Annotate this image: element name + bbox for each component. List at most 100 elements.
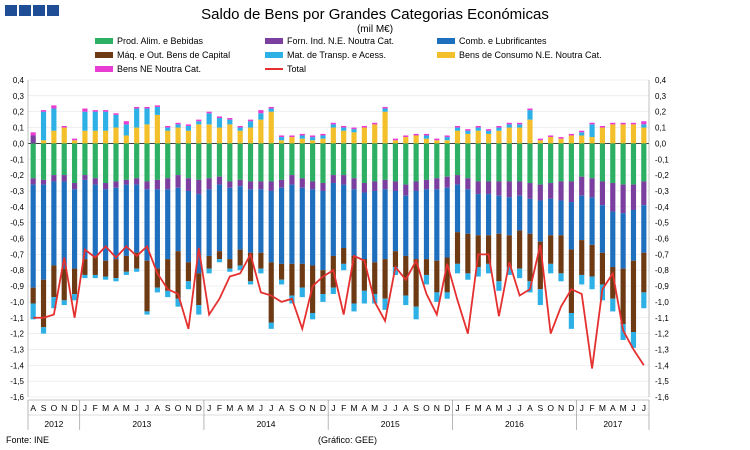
bar-segment <box>40 140 47 144</box>
y-tick-label-right: -0,6 <box>655 235 669 244</box>
bar-segment <box>568 181 574 203</box>
bar-segment <box>517 268 523 279</box>
x-tick-label: J <box>393 403 397 413</box>
bar-segment <box>185 130 192 144</box>
bar-segment <box>413 135 419 144</box>
bar-segment <box>517 143 523 182</box>
bar-segment <box>320 135 326 139</box>
bar-segment <box>144 260 150 312</box>
bar-segment <box>496 233 502 282</box>
bar-segment <box>361 127 367 144</box>
x-tick-label: A <box>486 403 492 413</box>
bar-segment <box>392 181 399 191</box>
bar-segment <box>196 119 202 122</box>
bar-segment <box>310 312 316 320</box>
bar-segment <box>310 189 316 266</box>
bar-segment <box>237 179 243 187</box>
bar-segment <box>434 138 440 141</box>
bar-segment <box>196 143 202 180</box>
x-tick-label: M <box>475 403 482 413</box>
x-tick-label: J <box>518 403 522 413</box>
bar-segment <box>330 183 336 256</box>
bar-segment <box>558 200 564 236</box>
bar-segment <box>320 143 326 184</box>
bar-segment <box>154 106 160 115</box>
bar-segment <box>206 255 212 269</box>
x-tick-label: N <box>61 403 67 413</box>
bar-segment <box>330 122 336 125</box>
bar-segment <box>144 181 150 190</box>
bar-segment <box>113 187 119 260</box>
bar-segment <box>475 125 481 128</box>
bar-segment <box>392 143 399 182</box>
bar-segment <box>216 251 223 260</box>
bar-segment <box>71 268 78 294</box>
bar-segment <box>351 127 357 130</box>
x-tick-label: N <box>434 403 440 413</box>
bar-segment <box>506 143 512 182</box>
bar-segment <box>351 129 357 133</box>
bar-segment <box>299 143 305 179</box>
y-tick-label: -1,3 <box>10 345 24 354</box>
bar-segment <box>268 106 274 109</box>
bar-segment <box>268 181 274 191</box>
bar-segment <box>351 143 357 179</box>
bar-segment <box>247 121 254 128</box>
bar-segment <box>40 110 47 112</box>
bar-segment <box>361 259 367 291</box>
credit-note: (Gráfico: GEE) <box>318 435 378 445</box>
bar-segment <box>589 124 595 138</box>
source-note: Fonte: INE <box>6 435 50 445</box>
bar-segment <box>506 235 512 268</box>
bar-segment <box>351 132 357 144</box>
bar-segment <box>475 130 481 144</box>
bar-segment <box>568 202 574 250</box>
bar-segment <box>330 175 336 184</box>
bar-segment <box>413 181 419 191</box>
bar-segment <box>154 105 160 107</box>
bar-segment <box>227 187 233 260</box>
bar-segment <box>278 179 285 188</box>
bar-segment <box>237 265 243 271</box>
bar-segment <box>579 130 585 133</box>
bar-segment <box>351 189 357 256</box>
bar-segment <box>454 125 461 128</box>
x-tick-label: N <box>185 403 191 413</box>
bar-segment <box>51 175 57 182</box>
bar-segment <box>196 273 202 306</box>
bar-segment <box>434 260 440 293</box>
x-tick-label: M <box>599 403 606 413</box>
x-tick-label: F <box>341 403 346 413</box>
bar-segment <box>496 143 502 182</box>
bar-segment <box>361 125 367 128</box>
bar-segment <box>372 262 378 294</box>
bar-segment <box>610 124 616 144</box>
bar-segment <box>423 133 430 136</box>
bar-segment <box>382 189 388 260</box>
bar-segment <box>630 260 637 333</box>
bar-segment <box>165 130 171 144</box>
y-tick-label: -1,5 <box>10 377 24 386</box>
bar-segment <box>196 194 202 274</box>
bar-segment <box>568 312 574 329</box>
bar-segment <box>268 262 274 323</box>
bar-segment <box>268 111 274 144</box>
bar-segment <box>341 125 347 128</box>
bar-segment <box>517 124 523 128</box>
bar-segment <box>268 190 274 263</box>
bar-segment <box>51 143 57 176</box>
bar-segment <box>382 298 388 310</box>
bar-segment <box>227 119 233 125</box>
bar-segment <box>227 118 233 120</box>
bar-segment <box>620 122 626 125</box>
logo-block-4 <box>47 5 59 16</box>
bar-segment <box>454 130 461 144</box>
bar-segment <box>40 111 47 141</box>
y-tick-label-right: 0,4 <box>655 76 667 85</box>
bar-segment <box>341 175 347 185</box>
bar-segment <box>310 135 316 138</box>
bar-segment <box>589 137 595 144</box>
y-tick-label-right: 0,0 <box>655 139 667 148</box>
bar-segment <box>558 273 564 282</box>
bar-segment <box>134 143 140 179</box>
